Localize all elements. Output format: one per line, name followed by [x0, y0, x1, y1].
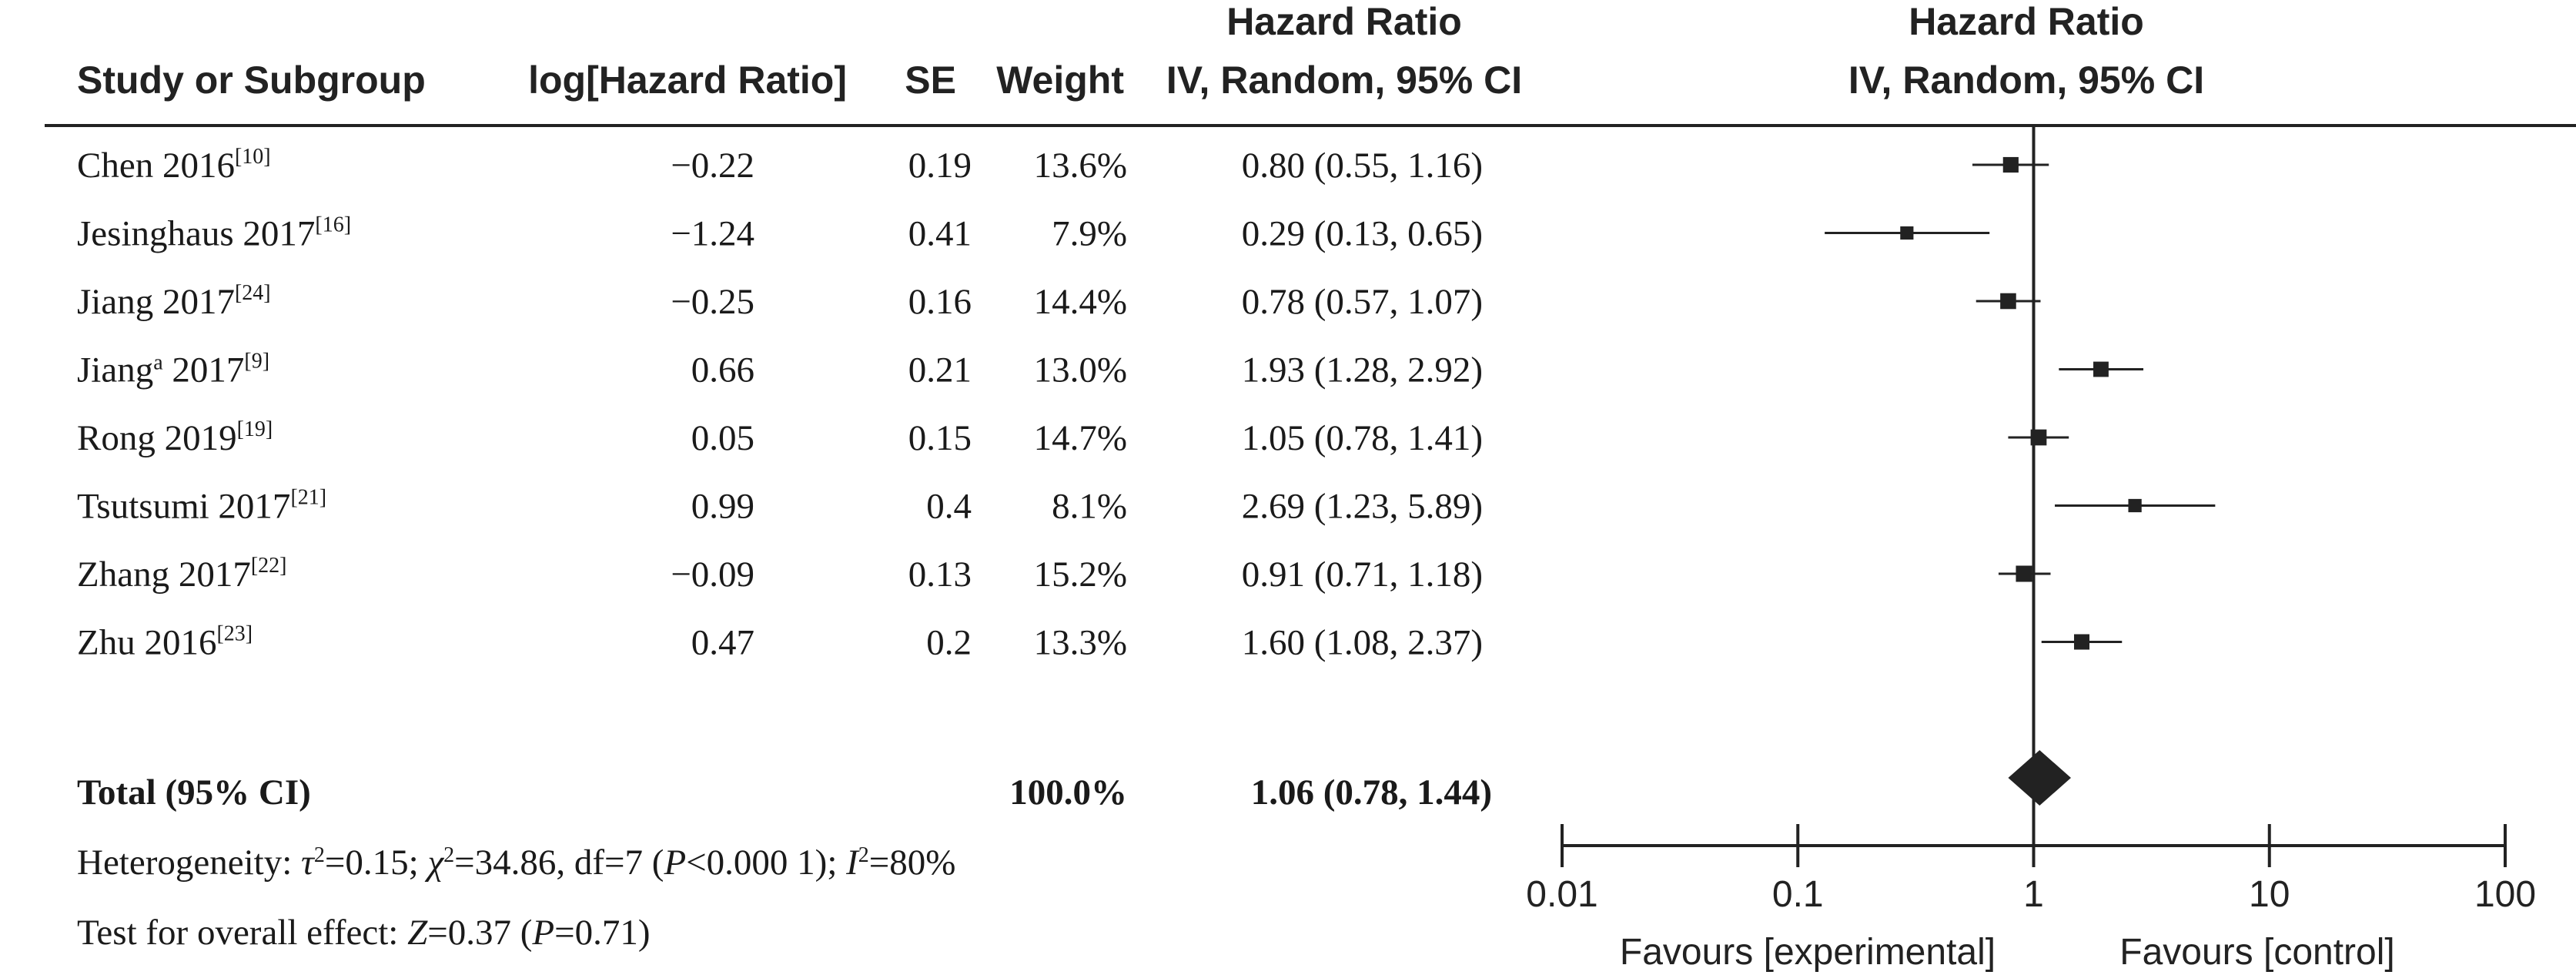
study-label: Zhang 2017[22]	[77, 554, 286, 595]
ci-text: 1.05 (0.78, 1.41)	[1242, 418, 1483, 458]
total-label: Total (95% CI)	[77, 772, 311, 812]
weight-value: 14.7%	[1034, 418, 1127, 458]
header-study: Study or Subgroup	[77, 59, 426, 102]
header-hr-method: IV, Random, 95% CI	[1166, 59, 1522, 102]
weight-value: 15.2%	[1034, 555, 1127, 595]
loghr-value: −0.22	[671, 146, 754, 186]
se-value: 0.2	[926, 623, 972, 663]
study-label: Jianga 2017[9]	[77, 350, 269, 390]
header-plot-title: Hazard Ratio	[1909, 0, 2144, 43]
study-rows: Chen 2016[10] −0.22 0.19 13.6% 0.80 (0.55, 1…	[77, 145, 1483, 663]
ci-text: 1.93 (1.28, 2.92)	[1242, 350, 1483, 390]
total-ci: 1.06 (0.78, 1.44)	[1251, 772, 1492, 812]
ci-text: 1.60 (1.08, 2.37)	[1242, 623, 1483, 663]
header-loghr: log[Hazard Ratio]	[528, 59, 847, 102]
ci-text: 0.91 (0.71, 1.18)	[1242, 555, 1483, 595]
pooled-diamond	[2008, 750, 2071, 806]
loghr-value: 0.99	[691, 487, 754, 527]
point-estimate	[2128, 498, 2142, 513]
weight-value: 13.0%	[1034, 350, 1127, 390]
header-plot-method: IV, Random, 95% CI	[1848, 59, 2204, 102]
favours-control-label: Favours [control]	[2119, 932, 2394, 973]
se-value: 0.21	[908, 350, 972, 390]
point-estimate	[1900, 226, 1914, 240]
total-weight: 100.0%	[1009, 772, 1127, 812]
ci-text: 0.29 (0.13, 0.65)	[1242, 214, 1483, 254]
header-hr-title: Hazard Ratio	[1226, 0, 1462, 43]
x-tick-label: 100	[2474, 874, 2536, 915]
loghr-value: 0.05	[691, 418, 754, 458]
header-weight: Weight	[996, 59, 1124, 102]
loghr-value: −0.09	[671, 555, 754, 595]
study-label: Jiang 2017[24]	[77, 281, 271, 322]
x-tick-label: 0.1	[1772, 874, 1824, 915]
study-label: Tsutsumi 2017[21]	[77, 486, 326, 527]
header-se: SE	[905, 59, 956, 102]
se-value: 0.13	[908, 555, 972, 595]
weight-value: 14.4%	[1034, 282, 1127, 322]
se-value: 0.4	[926, 487, 972, 527]
weight-value: 13.3%	[1034, 623, 1127, 663]
weight-value: 13.6%	[1034, 146, 1127, 186]
x-tick-label: 10	[2249, 874, 2290, 915]
favours-experimental-label: Favours [experimental]	[1620, 932, 1996, 973]
x-tick-label: 1	[2023, 874, 2044, 915]
overall-effect-text: Test for overall effect: Z=0.37 (P=0.71)	[77, 913, 651, 953]
ci-text: 2.69 (1.23, 5.89)	[1242, 487, 1483, 527]
study-label: Jesinghaus 2017[16]	[77, 213, 351, 254]
loghr-value: 0.66	[691, 350, 754, 390]
study-label: Zhu 2016[23]	[77, 622, 253, 663]
point-estimate	[2074, 634, 2090, 650]
x-axis: 0.01 0.1 1 10 100	[1526, 824, 2536, 915]
point-estimate	[2093, 361, 2109, 377]
se-value: 0.19	[908, 146, 972, 186]
se-value: 0.16	[908, 282, 972, 322]
point-estimate	[2002, 156, 2019, 173]
ci-text: 0.80 (0.55, 1.16)	[1242, 146, 1483, 186]
study-label: Chen 2016[10]	[77, 145, 271, 186]
weight-value: 8.1%	[1052, 487, 1127, 527]
heterogeneity-text: Heterogeneity: τ2=0.15; χ2=34.86, df=7 (…	[77, 843, 955, 883]
point-estimate	[2030, 429, 2047, 446]
loghr-value: −0.25	[671, 282, 754, 322]
se-value: 0.15	[908, 418, 972, 458]
se-value: 0.41	[908, 214, 972, 254]
point-estimate	[2016, 565, 2032, 582]
study-label: Rong 2019[19]	[77, 417, 273, 458]
study-marks	[1825, 156, 2216, 650]
point-estimate	[2000, 293, 2016, 310]
ci-text: 0.78 (0.57, 1.07)	[1242, 282, 1483, 322]
loghr-value: 0.47	[691, 623, 754, 663]
x-tick-label: 0.01	[1526, 874, 1597, 915]
loghr-value: −1.24	[671, 214, 754, 254]
weight-value: 7.9%	[1052, 214, 1127, 254]
